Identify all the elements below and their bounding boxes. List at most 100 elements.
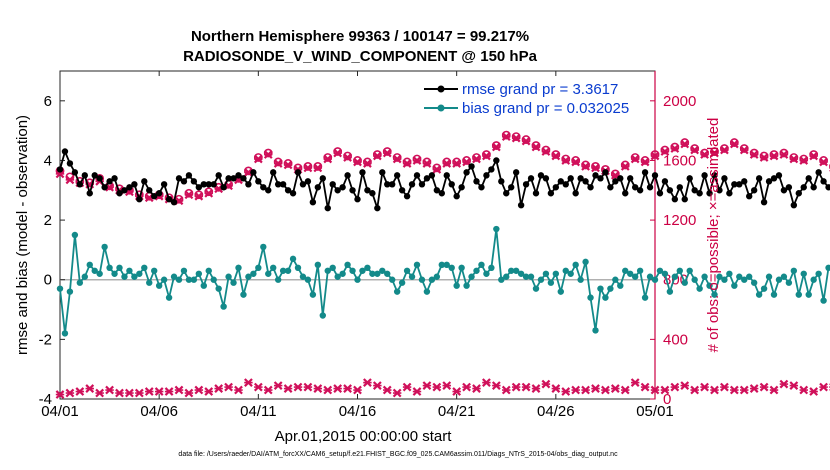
bias-point — [746, 273, 753, 280]
rmse-point — [304, 178, 312, 185]
obs-assimilated-point — [452, 387, 462, 396]
bias-point — [384, 270, 391, 277]
bias-point — [101, 243, 108, 251]
y-left-tick-label: -2 — [39, 331, 52, 348]
rmse-point — [686, 175, 693, 182]
obs-assimilated-point — [739, 145, 749, 155]
obs-assimilated-point — [412, 156, 422, 165]
rmse-point — [750, 187, 758, 194]
rmse-point — [200, 181, 207, 188]
rmse-point — [205, 181, 212, 188]
obs-assimilated-point — [472, 154, 481, 164]
bias-point — [760, 285, 768, 292]
y-right-tick-label: 1200 — [663, 212, 696, 229]
obs-assimilated-point — [690, 145, 700, 155]
bias-point — [260, 243, 267, 251]
bias-point — [374, 270, 381, 277]
obs-possible-point — [363, 157, 372, 167]
bias-point — [314, 261, 322, 269]
obs-assimilated-point — [164, 387, 174, 396]
obs-assimilated-point — [154, 387, 164, 396]
obs-assimilated-point — [620, 385, 630, 395]
x-tick-label: 04/26 — [537, 403, 575, 420]
bias-point — [160, 276, 168, 283]
y-left-tick-label: 6 — [44, 93, 52, 110]
bias-point — [349, 267, 356, 274]
rmse-point — [498, 178, 505, 185]
bias-point — [488, 264, 495, 271]
bias-point — [686, 267, 693, 274]
bias-point — [364, 264, 371, 271]
bias-point — [116, 264, 123, 271]
bias-point — [180, 267, 188, 274]
bias-point — [319, 312, 326, 319]
rmse-point — [146, 187, 153, 194]
obs-possible-point — [303, 162, 313, 171]
bias-point — [498, 276, 505, 283]
bias-point — [522, 273, 530, 280]
rmse-point — [195, 184, 203, 191]
obs-assimilated-point — [690, 385, 700, 395]
bias-point — [800, 270, 807, 277]
obs-possible-point — [313, 162, 323, 171]
obs-assimilated-point — [749, 150, 759, 159]
obs-assimilated-point — [134, 388, 144, 398]
bias-point — [770, 291, 778, 298]
bias-point — [344, 261, 351, 269]
obs-assimilated-point — [710, 385, 719, 395]
bias-point — [230, 279, 237, 286]
bias-point — [215, 285, 222, 292]
rmse-point — [532, 190, 540, 197]
rmse-point — [339, 184, 346, 191]
obs-assimilated-point — [65, 175, 75, 185]
obs-assimilated-point — [432, 382, 442, 392]
obs-assimilated-point — [234, 385, 243, 395]
obs-assimilated-point — [313, 163, 323, 173]
rmse-point — [319, 175, 326, 182]
rmse-point — [408, 181, 416, 188]
bias-point — [270, 264, 277, 271]
rmse-point — [116, 190, 123, 197]
rmse-point — [785, 184, 793, 191]
bias-point — [299, 273, 307, 280]
obs-possible-point — [323, 153, 333, 162]
bias-point — [304, 276, 312, 283]
bias-point — [577, 276, 584, 283]
obs-possible-point — [809, 150, 819, 159]
bias-point — [359, 267, 366, 274]
bias-point — [190, 276, 198, 283]
bias-point — [279, 267, 287, 274]
obs-assimilated-point — [353, 385, 362, 395]
bias-point — [572, 261, 579, 269]
bias-point — [676, 267, 683, 274]
obs-possible-point — [739, 144, 749, 153]
rmse-point — [131, 181, 138, 188]
bias-point — [71, 231, 79, 239]
rmse-point — [790, 201, 798, 209]
rmse-point — [349, 187, 356, 194]
bias-point — [562, 267, 569, 274]
obs-possible-point — [402, 157, 412, 167]
rmse-point — [453, 193, 460, 200]
obs-possible-point — [472, 153, 481, 162]
bias-point — [607, 285, 614, 292]
obs-assimilated-point — [55, 390, 65, 399]
rmse-point — [393, 172, 401, 179]
obs-possible-point — [789, 153, 799, 162]
obs-assimilated-point — [333, 384, 343, 393]
plot-area — [59, 70, 656, 400]
bias-point — [597, 285, 604, 292]
obs-possible-point — [184, 188, 194, 198]
rmse-point — [443, 172, 450, 179]
bias-point — [81, 273, 88, 280]
legend-bias-marker — [437, 104, 445, 112]
bias-point — [458, 264, 465, 271]
bias-point — [617, 282, 624, 289]
rmse-point — [542, 175, 550, 182]
rmse-point — [279, 181, 287, 188]
rmse-point — [225, 175, 232, 182]
obs-assimilated-point — [412, 387, 422, 396]
rmse-point — [56, 166, 64, 173]
bias-point — [627, 270, 634, 277]
bias-point — [602, 294, 609, 301]
